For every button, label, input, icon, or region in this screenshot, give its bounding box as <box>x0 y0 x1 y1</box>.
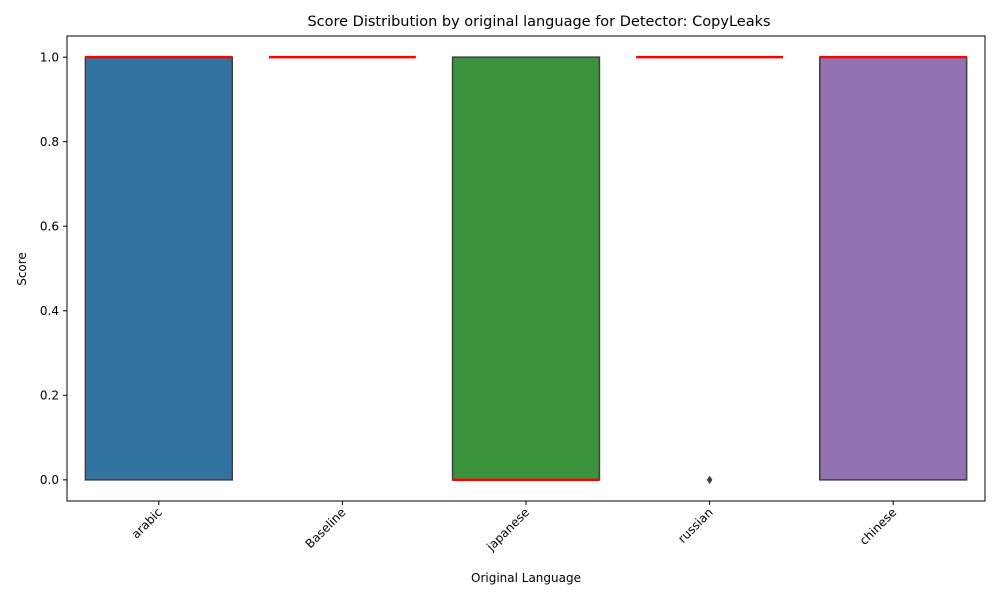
y-tick-label-0: 0.0 <box>40 473 59 487</box>
y-tick-label-2: 0.4 <box>40 304 59 318</box>
x-tick-label-Baseline: Baseline <box>303 505 349 551</box>
x-tick-label-japanese: japanese <box>483 505 532 554</box>
y-tick-label-1: 0.2 <box>40 389 59 403</box>
plot-area: 0.0 0.2 0.4 0.6 0.8 1.0 arabic Baseline japanese… <box>40 35 986 554</box>
x-tick-label-russian: russian <box>675 505 716 546</box>
y-axis-title: Score <box>15 252 29 286</box>
y-tick-label-3: 0.6 <box>40 219 59 233</box>
chart-title: Score Distribution by original language … <box>307 14 770 30</box>
x-axis-title: Original Language <box>471 571 581 585</box>
outlier-russian-0 <box>706 475 713 485</box>
y-tick-label-4: 0.8 <box>40 135 59 149</box>
box-japanese <box>451 56 601 481</box>
x-tick-label-chinese: chinese <box>857 505 900 548</box>
box-chinese <box>819 56 968 481</box>
y-tick-label-5: 1.0 <box>40 50 59 64</box>
x-tick-label-arabic: arabic <box>129 505 165 541</box>
box-arabic <box>84 56 233 481</box>
